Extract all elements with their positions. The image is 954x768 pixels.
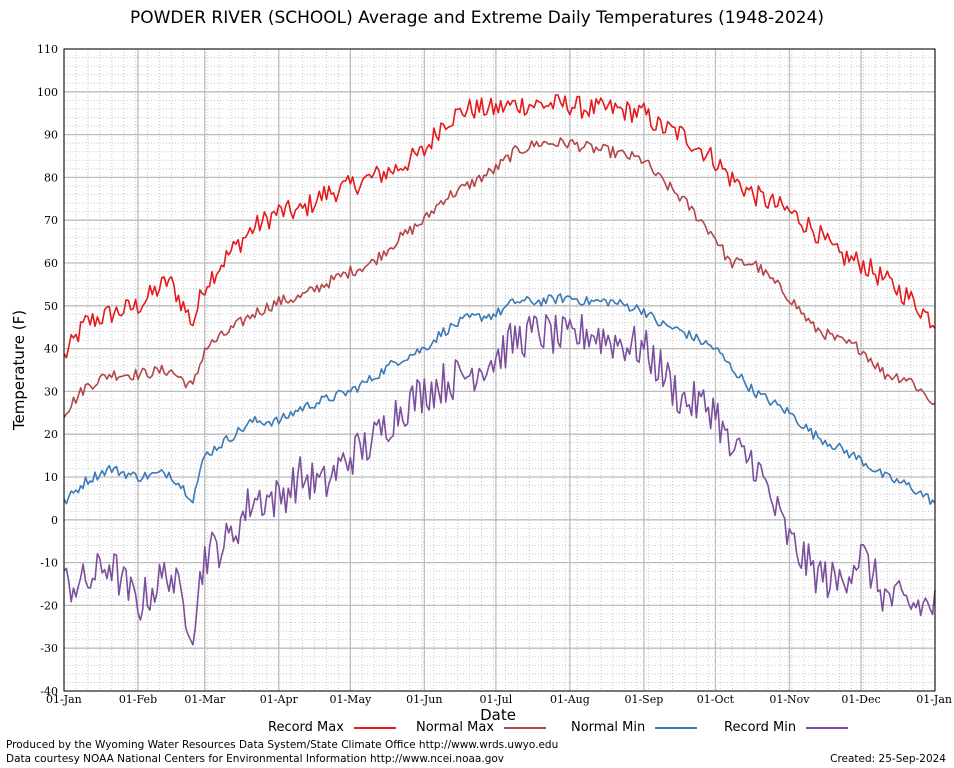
y-tick-label: 80	[44, 171, 58, 184]
x-tick-label: 01-Jan	[46, 693, 82, 706]
y-tick-label: 100	[37, 86, 58, 99]
x-tick-label: 01-Dec	[841, 693, 880, 706]
x-tick-label: 01-Aug	[550, 693, 590, 706]
major-gridlines	[63, 48, 936, 692]
y-tick-label: -40	[40, 685, 58, 698]
x-tick-label: 01-Apr	[260, 693, 299, 706]
x-axis-ticks: 01-Jan 01-Feb 01-Mar 01-Apr 01-May 01-Jun 01-J…	[46, 693, 952, 706]
x-tick-label: 01-Mar	[184, 693, 226, 706]
legend-swatch-record-max	[353, 726, 396, 729]
y-tick-label: 60	[44, 257, 58, 270]
y-tick-label: 10	[44, 471, 58, 484]
x-tick-label: 01-Nov	[769, 693, 810, 706]
legend-label-record-max: Record Max	[268, 720, 344, 735]
legend-item-record-max: Record Max	[268, 720, 396, 735]
series-line-normal-max	[63, 137, 936, 419]
series-line-normal-min	[63, 293, 936, 506]
footer-producer: Produced by the Wyoming Water Resources …	[6, 739, 559, 751]
legend-swatch-normal-min	[655, 726, 698, 729]
y-tick-label: 70	[44, 214, 58, 227]
y-tick-label: 50	[44, 300, 58, 313]
legend-label-normal-min: Normal Min	[571, 720, 646, 735]
y-tick-label: 0	[51, 514, 58, 527]
x-tick-label: 01-Feb	[119, 693, 157, 706]
legend-item-record-min: Record Min	[724, 720, 849, 735]
x-tick-label: 01-Oct	[697, 693, 735, 706]
y-tick-label: -20	[40, 599, 58, 612]
y-tick-label: 110	[37, 43, 58, 56]
plot-frame	[63, 48, 936, 692]
legend-label-record-min: Record Min	[724, 720, 797, 735]
y-axis-ticks: -40 -30 -20 -10 0 10 20 30 40 50 60 70 80 90 100 110	[37, 43, 58, 698]
footer-created-date: Created: 25-Sep-2024	[830, 753, 946, 765]
legend-item-normal-min: Normal Min	[571, 720, 698, 735]
y-tick-label: 20	[44, 428, 58, 441]
y-tick-label: -30	[40, 642, 58, 655]
chart-title: POWDER RIVER (SCHOOL) Average and Extrem…	[129, 8, 825, 28]
y-tick-label: 30	[44, 385, 58, 398]
x-tick-label: 01-Sep	[624, 693, 663, 706]
x-tick-label: 01-May	[329, 693, 372, 706]
minor-gridlines	[63, 49, 936, 691]
y-tick-label: 90	[44, 129, 58, 142]
x-tick-label: 01-Jun	[406, 693, 442, 706]
x-tick-label: 01-Jan	[916, 693, 952, 706]
legend-swatch-normal-max	[504, 726, 547, 729]
y-tick-label: 40	[44, 343, 58, 356]
legend-swatch-record-min	[806, 726, 849, 729]
series-lines	[63, 94, 936, 646]
legend-item-normal-max: Normal Max	[416, 720, 547, 735]
y-tick-label: -10	[40, 557, 58, 570]
x-tick-label: 01-Jul	[480, 693, 513, 706]
footer-data-source: Data courtesy NOAA National Centers for …	[6, 753, 505, 765]
x-axis-label: Date	[480, 706, 516, 724]
legend-label-normal-max: Normal Max	[416, 720, 495, 735]
series-line-record-max	[63, 94, 936, 359]
y-axis-label: Temperature (F)	[10, 309, 28, 431]
series-line-record-min	[63, 313, 936, 646]
